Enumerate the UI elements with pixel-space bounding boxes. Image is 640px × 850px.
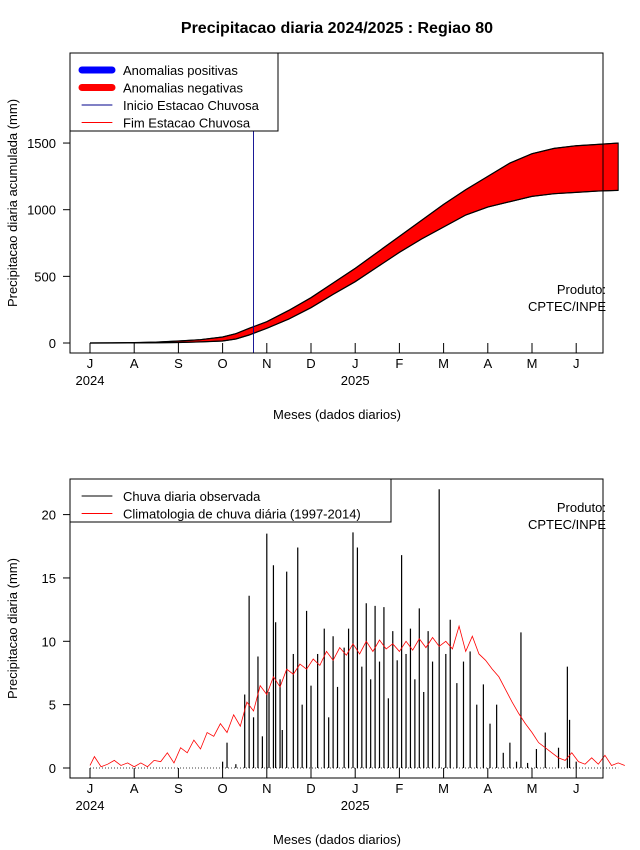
x-tick-label: J [573,781,580,796]
x-tick-label: F [395,781,403,796]
x-tick-label: J [352,781,359,796]
climatology-line [89,624,625,768]
plot-frame [69,478,604,779]
legend: Chuva diaria observada Climatologia de ch… [69,478,392,523]
y-axis-label: Precipitacao diaria acumulada (mm) [5,99,20,307]
y-axis: 0 500 1000 1500 [27,136,71,351]
x-tick-label: A [130,781,139,796]
x-tick-label: D [306,356,315,371]
accumulated-panel: 0 500 1000 1500 J A S O N D J F M A M J 2024 2025 Precip… [5,52,619,422]
x-tick-label: S [174,781,183,796]
legend-label: Anomalias negativas [123,81,243,96]
legend-label: Inicio Estacao Chuvosa [123,98,260,113]
credit-line-2: CPTEC/INPE [528,517,606,532]
legend-label: Anomalias positivas [123,63,238,78]
x-tick-label: F [395,356,403,371]
x-axis: J A S O N D J F M A M J 2024 2025 [76,768,580,813]
x-axis-label: Meses (dados diarios) [273,407,401,422]
x-tick-label: D [306,781,315,796]
x-tick-label: M [438,781,449,796]
y-tick-label: 10 [42,634,56,649]
x-tick-label: A [483,781,492,796]
x-tick-label: J [573,356,580,371]
x-tick-label: N [262,781,271,796]
legend: Anomalias positivas Anomalias negativas In… [69,52,279,132]
x-tick-label: O [218,781,228,796]
legend-label: Climatologia de chuva diária (1997-2014) [123,507,361,522]
y-tick-label: 500 [34,269,56,284]
x-tick-label: O [218,356,228,371]
y-tick-label: 1500 [27,136,56,151]
y-tick-label: 0 [49,761,56,776]
y-tick-label: 5 [49,698,56,713]
credit-line-2: CPTEC/INPE [528,299,606,314]
legend-box [69,478,392,523]
y-axis: 0 5 10 15 20 [42,508,71,776]
y-tick-label: 0 [49,336,56,351]
climatology-curve [89,142,619,344]
x-tick-label: M [527,781,538,796]
y-tick-label: 15 [42,571,56,586]
y-tick-label: 20 [42,508,56,523]
x-tick-label: J [352,356,359,371]
observed-bars [222,489,577,768]
anomaly-area [89,142,619,344]
chart-title: Precipitacao diaria 2024/2025 : Regiao 8… [181,20,493,37]
x-tick-label: A [483,356,492,371]
legend-box [69,52,279,132]
x-tick-label: N [262,356,271,371]
x-tick-label: A [130,356,139,371]
observed-curve [90,189,619,344]
year-label: 2024 [76,373,105,388]
year-label: 2025 [341,798,370,813]
y-tick-label: 1000 [27,203,56,218]
x-tick-label: J [87,781,94,796]
legend-label: Fim Estacao Chuvosa [123,116,251,131]
x-tick-label: S [174,356,183,371]
daily-panel: 0 5 10 15 20 J A S O N D J F M A M J 2024 2025 Precipitac… [5,478,625,847]
year-label: 2024 [76,798,105,813]
legend-label: Chuva diaria observada [123,489,261,504]
x-tick-label: M [527,356,538,371]
x-axis: J A S O N D J F M A M J 2024 2025 [76,343,580,388]
y-axis-label: Precipitacao diaria (mm) [5,558,20,699]
x-tick-label: M [438,356,449,371]
credit-line-1: Produto: [557,282,606,297]
credit-line-1: Produto: [557,500,606,515]
x-tick-label: J [87,356,94,371]
year-label: 2025 [341,373,370,388]
x-axis-label: Meses (dados diarios) [273,832,401,847]
